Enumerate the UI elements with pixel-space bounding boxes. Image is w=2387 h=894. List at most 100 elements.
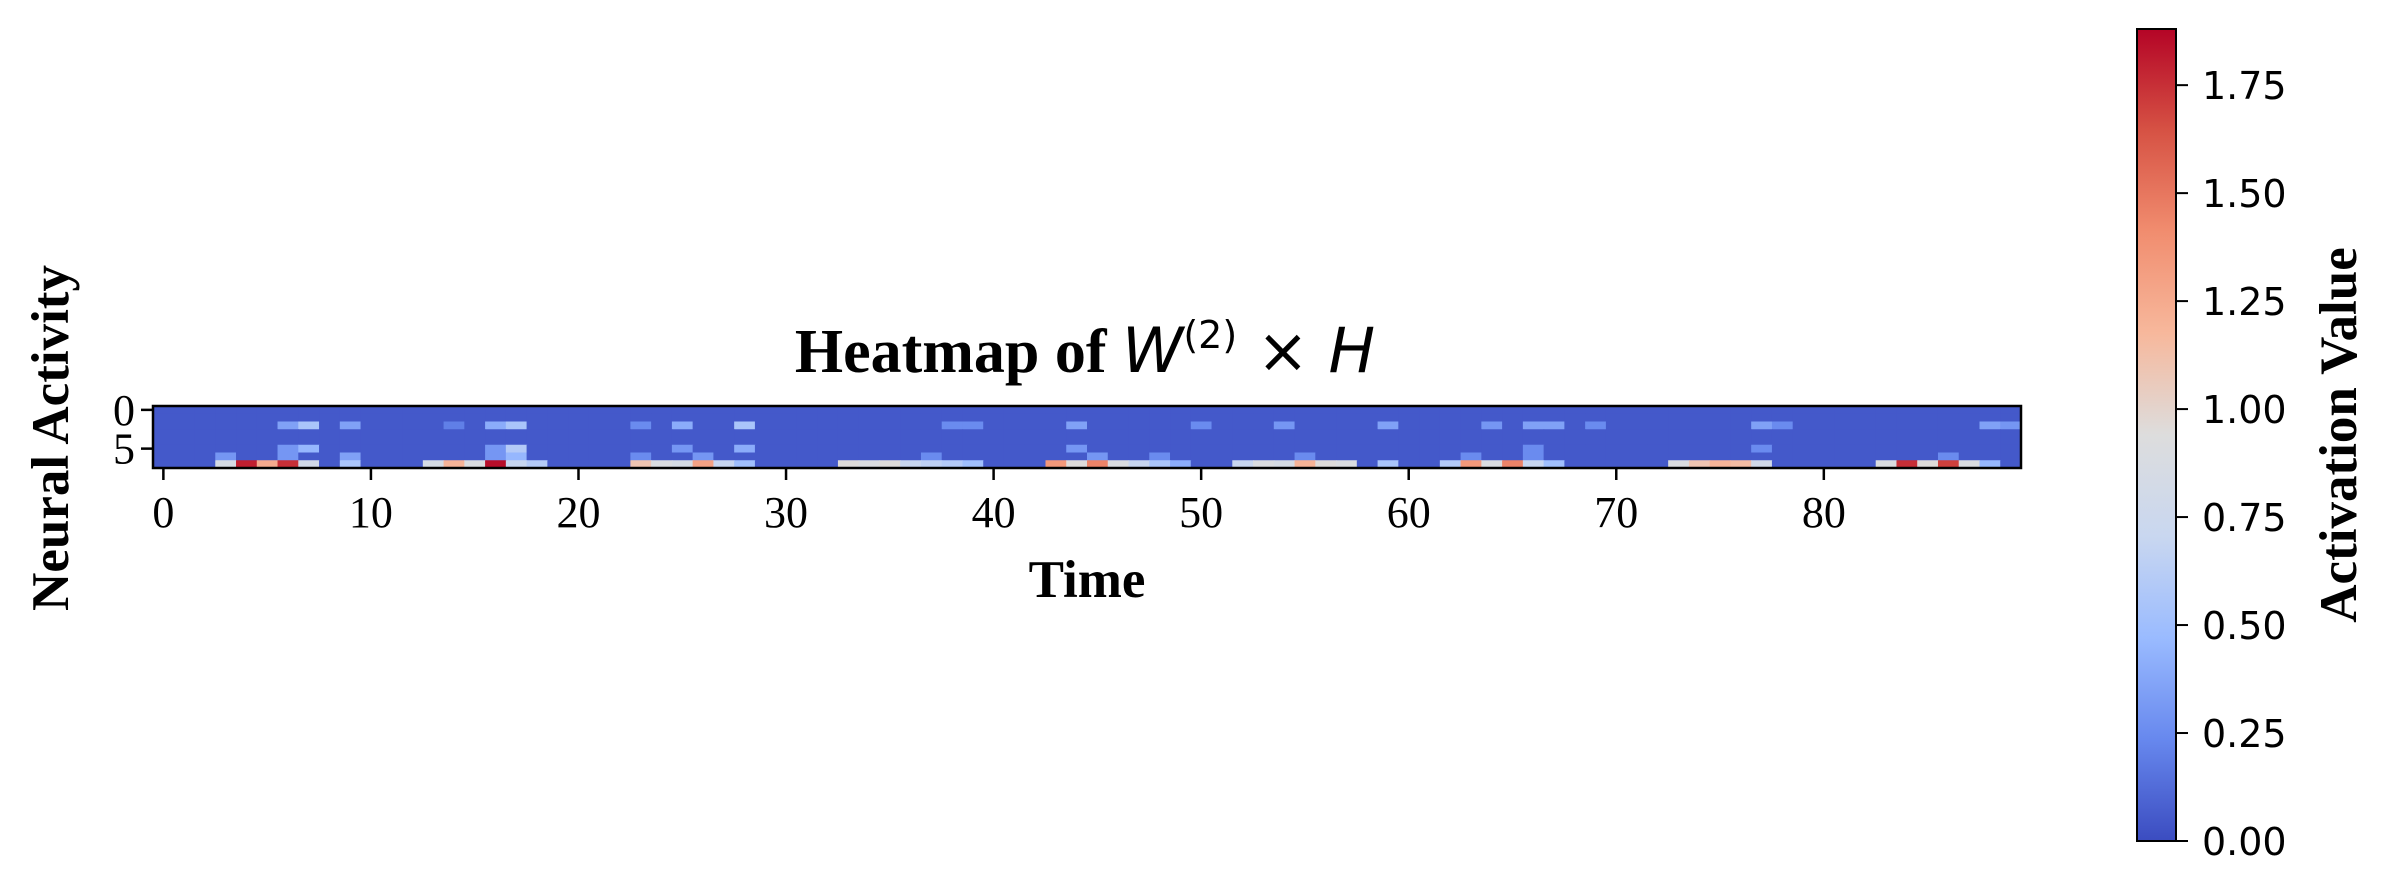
- heatmap-cell: [651, 406, 673, 415]
- heatmap-cell: [1315, 460, 1337, 469]
- heatmap-cell: [1543, 444, 1565, 454]
- heatmap-cell: [1792, 421, 1815, 430]
- heatmap-cell: [1211, 421, 1233, 430]
- heatmap-cell: [1522, 421, 1545, 430]
- heatmap-cell: [734, 429, 756, 438]
- heatmap-cell: [381, 444, 403, 454]
- heatmap-cell: [1813, 421, 1835, 430]
- heatmap-cell: [1190, 406, 1213, 415]
- heatmap-cell: [381, 406, 403, 415]
- heatmap-cell: [1854, 444, 1877, 454]
- heatmap-cell: [1294, 429, 1316, 438]
- heatmap-cell: [671, 421, 694, 430]
- heatmap-cell: [1336, 421, 1358, 430]
- heatmap-cell: [1605, 413, 1628, 423]
- heatmap-cell: [360, 460, 382, 469]
- heatmap-cell: [1024, 452, 1047, 461]
- chart-title-sup: (2): [1183, 313, 1237, 357]
- heatmap-cell: [1066, 429, 1088, 438]
- heatmap-cell: [1564, 444, 1586, 454]
- x-tick-label: 0: [152, 488, 174, 537]
- heatmap-cell: [692, 452, 714, 461]
- heatmap-cell: [360, 429, 382, 438]
- heatmap-cell: [1854, 452, 1877, 461]
- heatmap-cell: [1771, 444, 1794, 454]
- heatmap-cell: [153, 437, 175, 446]
- heatmap-cell: [1419, 460, 1441, 469]
- heatmap-cell: [1149, 460, 1171, 469]
- heatmap-cell: [1564, 413, 1586, 423]
- heatmap-cell: [1190, 421, 1213, 430]
- heatmap-cell: [1771, 452, 1794, 461]
- heatmap-cell: [1792, 429, 1815, 438]
- heatmap-cell: [1668, 460, 1690, 469]
- heatmap-cell: [464, 413, 486, 423]
- heatmap-cell: [1709, 429, 1732, 438]
- heatmap-cell: [1087, 452, 1109, 461]
- heatmap-cell: [1377, 413, 1399, 423]
- heatmap-cell: [1253, 406, 1275, 415]
- heatmap-cell: [1730, 413, 1752, 423]
- heatmap-cell: [1356, 452, 1379, 461]
- heatmap-cell: [1688, 437, 1711, 446]
- heatmap-cell: [609, 429, 631, 438]
- heatmap-cell: [1834, 444, 1856, 454]
- heatmap-cell: [671, 452, 694, 461]
- heatmap-cell: [1937, 452, 1960, 461]
- heatmap-cell: [298, 452, 320, 461]
- heatmap-cell: [1336, 460, 1358, 469]
- heatmap-cell: [962, 406, 984, 415]
- heatmap-cell: [256, 460, 279, 469]
- heatmap-cell: [1792, 406, 1815, 415]
- heatmap-cell: [402, 444, 424, 454]
- heatmap-cell: [754, 421, 777, 430]
- chart-title-prefix: Heatmap of: [795, 318, 1122, 386]
- heatmap-cell: [671, 413, 694, 423]
- heatmap-cell: [1045, 429, 1067, 438]
- heatmap-cell: [1024, 413, 1047, 423]
- heatmap-cell: [1336, 406, 1358, 415]
- heatmap-cell: [754, 406, 777, 415]
- heatmap-cell: [1854, 413, 1877, 423]
- heatmap-cell: [879, 421, 901, 430]
- heatmap-cell: [1688, 444, 1711, 454]
- heatmap-cell: [1958, 429, 1981, 438]
- heatmap-cell: [215, 444, 237, 454]
- heatmap-cell: [1398, 452, 1420, 461]
- heatmap-cell: [1771, 413, 1794, 423]
- heatmap-cell: [1170, 406, 1192, 415]
- heatmap-cell: [402, 437, 424, 446]
- heatmap-cell: [879, 406, 901, 415]
- heatmap-cell: [1107, 429, 1130, 438]
- heatmap-cell: [651, 413, 673, 423]
- heatmap-cell: [609, 460, 631, 469]
- heatmap-cell: [173, 406, 196, 415]
- heatmap-cell: [422, 421, 445, 430]
- heatmap-cell: [319, 406, 341, 415]
- heatmap-cell: [837, 437, 860, 446]
- heatmap-cell: [1834, 406, 1856, 415]
- heatmap-cell: [1917, 413, 1939, 423]
- heatmap-cell: [1709, 460, 1732, 469]
- heatmap-cell: [443, 413, 465, 423]
- heatmap-cell: [1605, 444, 1628, 454]
- heatmap-cell: [319, 437, 341, 446]
- heatmap-cell: [796, 460, 818, 469]
- heatmap-cell: [817, 460, 839, 469]
- heatmap-cell: [754, 460, 777, 469]
- heatmap-cell: [1979, 406, 2001, 415]
- heatmap-cell: [1087, 437, 1109, 446]
- heatmap-cell: [422, 429, 445, 438]
- heatmap-cell: [1211, 406, 1233, 415]
- heatmap-cell: [879, 444, 901, 454]
- heatmap-cell: [422, 437, 445, 446]
- heatmap-cell: [1709, 413, 1732, 423]
- heatmap-cell: [817, 421, 839, 430]
- heatmap-cell: [630, 429, 652, 438]
- heatmap-cell: [1128, 413, 1150, 423]
- heatmap-cell: [485, 444, 507, 454]
- heatmap-cell: [256, 413, 279, 423]
- heatmap-cell: [692, 421, 714, 430]
- heatmap-cell: [1336, 444, 1358, 454]
